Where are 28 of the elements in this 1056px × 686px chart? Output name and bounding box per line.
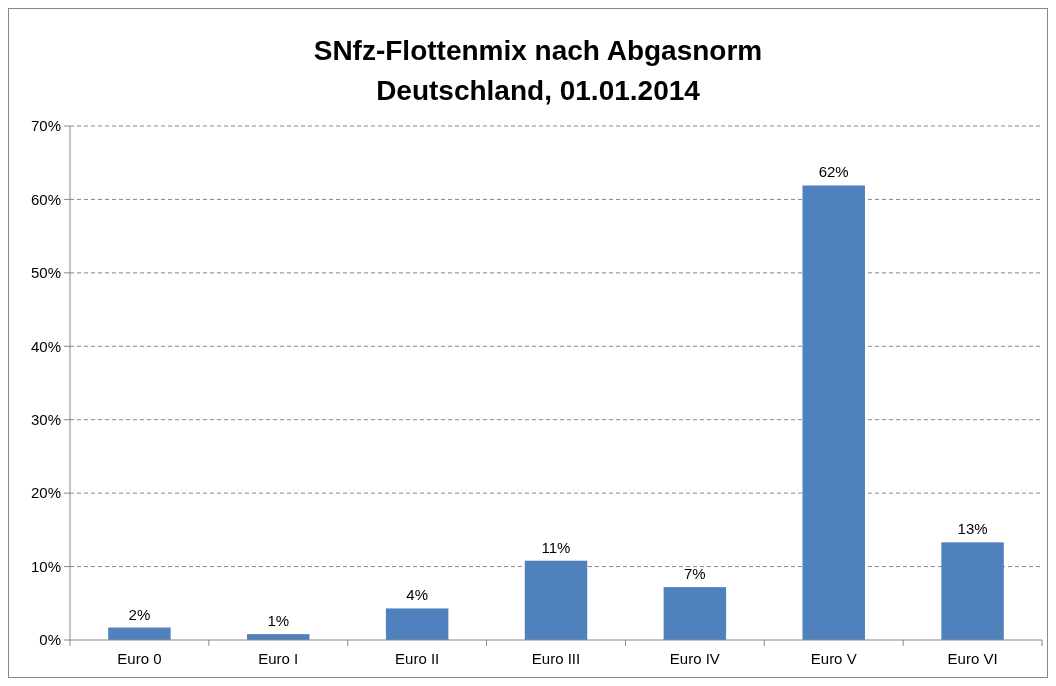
x-tick-label: Euro V [810,650,857,667]
x-tick-label: Euro I [258,650,299,667]
bar [385,608,449,640]
data-label: 1% [267,612,290,630]
x-tick-label: Euro III [531,650,581,667]
x-tick-label: Euro 0 [117,650,162,667]
y-tick-label: 0% [39,631,61,649]
data-label: 62% [818,163,849,181]
x-tick-label: Euro IV [669,650,720,667]
data-label: 11% [541,538,571,556]
data-label: 13% [957,520,988,538]
bar [802,185,865,640]
data-label: 7% [684,565,706,583]
y-tick-label: 70% [30,117,61,135]
bar [524,560,588,640]
data-label: 4% [406,586,428,604]
x-tick-label: Euro II [395,650,440,667]
bar [663,587,727,640]
y-tick-label: 10% [30,557,61,575]
x-tick-label: Euro VI [947,650,998,667]
data-label: 2% [128,605,151,623]
y-tick-label: 60% [30,190,61,208]
chart-title: SNfz-Flottenmix nach Abgasnorm Deutschland, 01.01.2014 [313,35,763,106]
y-tick-label: 20% [30,484,61,502]
bar [941,542,1004,640]
y-tick-label: 40% [30,337,61,355]
y-tick-label: 50% [30,264,61,282]
y-tick-label: 30% [30,410,61,428]
